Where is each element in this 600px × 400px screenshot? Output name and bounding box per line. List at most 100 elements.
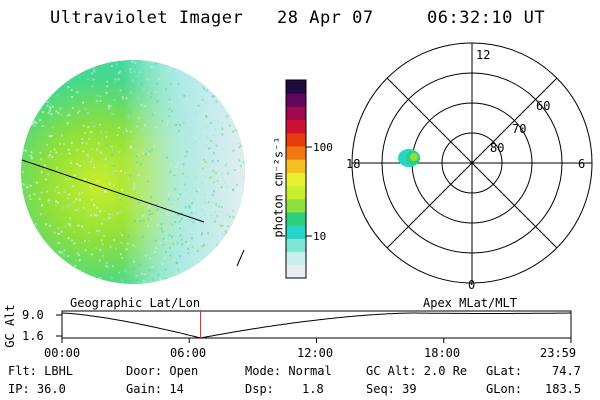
image-speckle (25, 276, 28, 279)
image-speckle (57, 191, 60, 194)
image-speckle (238, 159, 241, 162)
image-speckle (204, 165, 207, 168)
image-speckle (104, 209, 107, 212)
image-speckle (161, 193, 164, 196)
image-speckle (227, 212, 230, 215)
image-speckle (57, 227, 60, 229)
image-speckle (127, 235, 130, 238)
image-speckle (118, 70, 121, 73)
image-speckle (236, 115, 239, 118)
image-speckle (236, 65, 239, 68)
image-speckle (245, 106, 247, 108)
image-speckle (184, 206, 187, 209)
image-speckle (29, 262, 32, 265)
image-speckle (171, 235, 173, 238)
image-speckle (121, 234, 123, 237)
image-speckle (183, 94, 186, 97)
image-speckle (114, 171, 117, 174)
image-speckle (218, 91, 221, 94)
image-speckle (41, 84, 44, 87)
image-speckle (137, 75, 140, 78)
image-speckle (163, 92, 166, 95)
image-speckle (221, 177, 224, 180)
image-speckle (237, 258, 239, 261)
image-speckle (221, 96, 224, 99)
image-speckle (225, 72, 228, 75)
image-speckle (138, 186, 141, 189)
image-speckle (187, 275, 190, 278)
image-speckle (161, 72, 164, 75)
image-speckle (63, 68, 66, 71)
image-speckle (165, 123, 168, 126)
image-speckle (204, 101, 207, 104)
image-speckle (62, 206, 65, 209)
image-speckle (174, 175, 177, 178)
image-speckle (56, 269, 59, 272)
image-speckle (133, 186, 136, 189)
image-speckle (182, 163, 185, 166)
image-speckle (196, 65, 199, 68)
image-speckle (213, 134, 215, 136)
image-speckle (144, 153, 147, 156)
image-speckle (54, 265, 57, 267)
image-speckle (63, 249, 66, 252)
image-speckle (188, 71, 191, 74)
image-speckle (170, 83, 172, 86)
image-speckle (134, 246, 137, 248)
image-speckle (167, 151, 170, 154)
image-speckle (46, 101, 49, 104)
image-speckle (232, 276, 235, 279)
image-speckle (81, 141, 84, 144)
image-speckle (175, 165, 178, 168)
image-speckle (87, 78, 90, 80)
image-speckle (170, 227, 173, 230)
image-speckle (98, 277, 101, 279)
image-speckle (56, 64, 59, 67)
image-speckle (221, 211, 224, 214)
image-speckle (174, 188, 177, 191)
image-speckle (30, 282, 33, 284)
image-speckle (116, 212, 119, 215)
image-speckle (22, 149, 25, 152)
auroral-image (21, 60, 247, 284)
image-speckle (175, 213, 178, 216)
image-speckle (223, 102, 226, 105)
image-speckle (31, 89, 34, 92)
image-speckle (154, 188, 157, 191)
image-speckle (201, 232, 204, 235)
image-speckle (48, 110, 51, 113)
timeline-x-label-2: 12:00 (297, 346, 334, 360)
image-speckle (226, 90, 229, 93)
image-speckle (178, 129, 181, 132)
colorbar-step (286, 119, 306, 134)
image-speckle (24, 281, 27, 284)
image-speckle (66, 205, 69, 208)
image-speckle (32, 247, 35, 250)
image-speckle (216, 92, 219, 95)
image-speckle (224, 71, 227, 74)
image-speckle (179, 255, 181, 258)
image-speckle (38, 198, 41, 201)
image-speckle (191, 138, 194, 140)
image-speckle (202, 130, 205, 133)
image-speckle (164, 220, 167, 223)
image-speckle (69, 161, 72, 164)
image-speckle (76, 149, 79, 152)
image-speckle (33, 233, 36, 236)
image-speckle (211, 262, 214, 265)
image-speckle (71, 96, 74, 98)
image-speckle (43, 164, 46, 167)
image-speckle (57, 270, 60, 273)
image-speckle (163, 240, 166, 243)
image-speckle (220, 261, 223, 264)
image-speckle (148, 218, 151, 221)
image-speckle (56, 172, 59, 175)
image-speckle (126, 60, 129, 63)
image-speckle (84, 108, 87, 111)
image-speckle (91, 72, 93, 75)
image-speckle (211, 160, 214, 163)
image-speckle (23, 69, 26, 72)
image-speckle (150, 196, 153, 199)
image-speckle (74, 209, 77, 212)
image-speckle (56, 167, 58, 170)
